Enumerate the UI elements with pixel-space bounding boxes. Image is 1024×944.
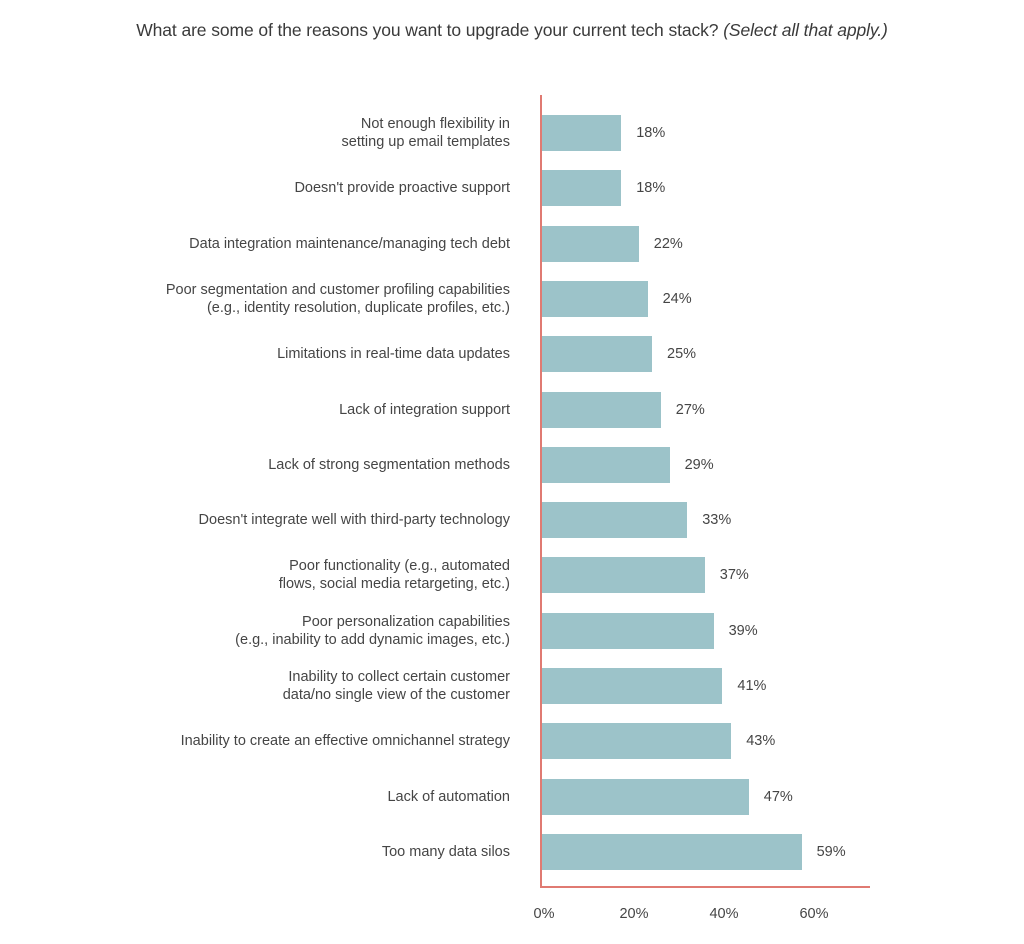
bar: [542, 723, 732, 760]
value-label: 27%: [675, 401, 705, 418]
bar-row: Inability to collect certain customer da…: [0, 668, 1024, 704]
value-label: 43%: [746, 733, 776, 750]
value-label: 59%: [816, 843, 846, 860]
category-label: Not enough flexibility in setting up ema…: [341, 116, 510, 150]
bar-row: Poor functionality (e.g., automated flow…: [0, 557, 1024, 594]
category-label: Inability to create an effective omnicha…: [180, 733, 510, 750]
chart-title: What are some of the reasons you want to…: [0, 20, 1024, 41]
bar-row: Lack of integration support 27%: [0, 391, 1024, 428]
bar-row: Lack of strong segmentation methods 29%: [0, 446, 1024, 483]
value-label: 47%: [763, 788, 793, 805]
bar: [542, 280, 648, 317]
bar: [542, 612, 714, 649]
category-label: Poor personalization capabilities (e.g.,…: [235, 613, 510, 648]
value-label: 37%: [719, 567, 749, 584]
bar: [542, 833, 802, 870]
bar-row: Inability to create an effective omnicha…: [0, 723, 1024, 760]
category-label: Lack of automation: [387, 788, 510, 805]
bar-row: Doesn't provide proactive support 18%: [0, 170, 1024, 207]
value-label: 25%: [667, 346, 697, 363]
value-label: 29%: [684, 456, 714, 473]
category-label: Too many data silos: [381, 843, 510, 860]
category-label: Data integration maintenance/managing te…: [189, 235, 510, 252]
bar-row: Doesn't integrate well with third-party …: [0, 502, 1024, 539]
value-label: 18%: [636, 125, 666, 141]
bar-row: Limitations in real-time data updates 25%: [0, 336, 1024, 373]
category-label: Inability to collect certain customer da…: [282, 669, 510, 703]
x-axis-line: [540, 886, 870, 888]
category-label: Doesn't integrate well with third-party …: [198, 512, 510, 529]
value-label: 33%: [702, 512, 732, 529]
x-tick-label: 20%: [619, 906, 649, 922]
value-label: 22%: [653, 235, 683, 252]
bar: [542, 170, 622, 207]
value-label: 24%: [662, 290, 692, 307]
category-label: Doesn't provide proactive support: [294, 180, 510, 197]
chart-title-main: What are some of the reasons you want to…: [136, 20, 719, 40]
bar-row: Poor segmentation and customer profiling…: [0, 280, 1024, 317]
bar: [542, 115, 622, 151]
x-tick-label: 0%: [533, 906, 555, 922]
bar-row: Data integration maintenance/managing te…: [0, 225, 1024, 262]
chart-title-subtitle: (Select all that apply.): [723, 20, 888, 40]
value-label: 39%: [728, 622, 758, 639]
bar: [542, 557, 705, 594]
bar-row: Lack of automation 47%: [0, 778, 1024, 815]
value-label: 41%: [737, 678, 767, 694]
bar: [542, 668, 723, 704]
category-label: Limitations in real-time data updates: [277, 346, 510, 363]
bar: [542, 391, 661, 428]
bar-row: Poor personalization capabilities (e.g.,…: [0, 612, 1024, 649]
category-label: Lack of integration support: [339, 401, 510, 418]
bar: [542, 446, 670, 483]
bar: [542, 502, 688, 539]
bar: [542, 778, 749, 815]
category-label: Poor functionality (e.g., automated flow…: [278, 558, 510, 593]
category-label: Poor segmentation and customer profiling…: [165, 281, 510, 316]
x-tick-label: 40%: [709, 906, 739, 922]
bar: [542, 336, 652, 373]
category-label: Lack of strong segmentation methods: [268, 456, 510, 473]
bar: [542, 225, 639, 262]
x-tick-label: 60%: [799, 906, 829, 922]
bar-row: Too many data silos 59%: [0, 833, 1024, 870]
bar-row: Not enough flexibility in setting up ema…: [0, 115, 1024, 151]
value-label: 18%: [636, 180, 666, 197]
y-axis-line: [540, 95, 542, 888]
